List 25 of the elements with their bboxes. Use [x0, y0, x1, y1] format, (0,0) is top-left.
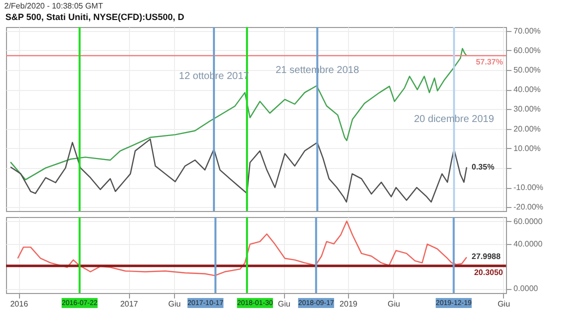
y-tick-label: 60.0000	[514, 216, 543, 226]
y-tick-label: -20.00%	[514, 202, 544, 212]
y-tick-label: 0.0000	[514, 284, 539, 294]
y-tick-label: 30.00%	[514, 104, 541, 114]
chart-title: S&P 500, Stati Uniti, NYSE(CFD):US500, D	[5, 12, 185, 22]
y-tick-label: -10.00%	[514, 183, 544, 192]
y-tick-label: 70.00%	[514, 26, 541, 36]
x-tick-label: 2019	[340, 300, 358, 308]
x-tick-label: Giu	[278, 300, 290, 308]
y-tick-label: 10.00%	[514, 144, 541, 153]
annotation: 27.9988	[472, 252, 502, 262]
y-tick-label: 60.00%	[514, 46, 541, 55]
x-tick-label: Giu	[498, 300, 510, 308]
y-tick-label: 20.00%	[514, 124, 541, 134]
ref-line-label: 57.37%	[476, 58, 503, 67]
x-tick-label: 2017	[120, 300, 139, 308]
text: 2/Feb/2020 - 10:38:05 GMT	[4, 2, 104, 10]
x-tick-label: Giu	[388, 300, 400, 308]
x-tick-label: 2016	[10, 300, 29, 308]
ref-line-label: 20.3050	[474, 268, 504, 277]
x-tick-label: Giu	[168, 300, 181, 308]
y-tick-label: 40.00%	[514, 85, 541, 94]
y-tick-label: 40.0000	[514, 239, 543, 248]
annotation: 0.35%	[472, 162, 494, 172]
y-tick-label: 50.00%	[514, 66, 541, 75]
